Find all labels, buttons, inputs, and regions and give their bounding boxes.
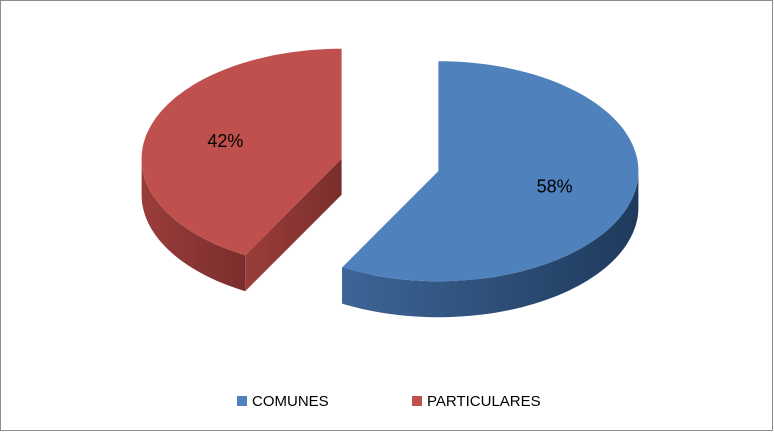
- slice-wall: [141, 158, 246, 292]
- slice-cut-face: [245, 158, 342, 292]
- data-label: 58%: [537, 176, 573, 196]
- legend-label: PARTICULARES: [427, 393, 541, 410]
- slice: [141, 48, 342, 292]
- slice: [342, 61, 639, 318]
- slice-top: [141, 48, 342, 256]
- slice-wall: [342, 171, 639, 318]
- legend-swatch: [237, 396, 247, 406]
- legend-swatch: [412, 396, 422, 406]
- slice-top: [342, 61, 639, 282]
- data-label: 42%: [207, 131, 243, 151]
- legend-label: COMUNES: [252, 393, 329, 410]
